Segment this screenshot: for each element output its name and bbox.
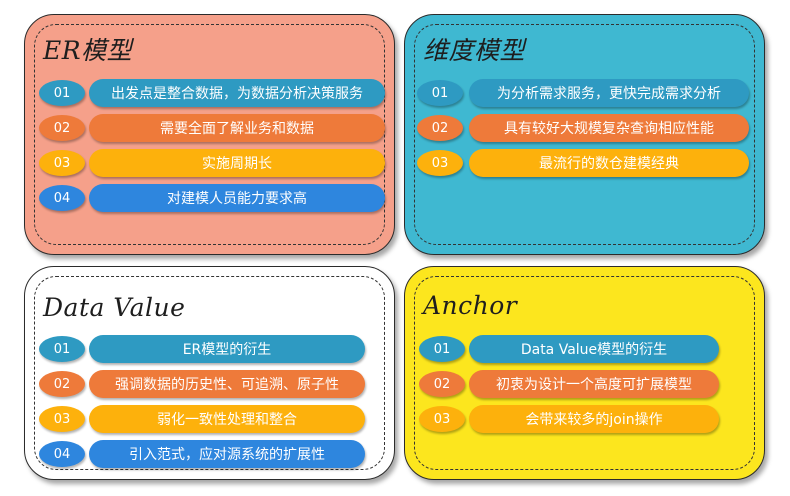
card-anchor: Anchor 01 Data Value模型的衍生 02 初衷为设计一个高度可扩… bbox=[404, 266, 765, 480]
item-label: 对建模人员能力要求高 bbox=[89, 184, 385, 212]
item-number: 02 bbox=[417, 115, 463, 141]
item-number: 03 bbox=[39, 406, 85, 432]
item-label: 为分析需求服务，更快完成需求分析 bbox=[469, 79, 749, 107]
card-title: Data Value bbox=[43, 293, 186, 322]
item-number: 01 bbox=[419, 336, 465, 362]
item-number: 01 bbox=[39, 336, 85, 362]
item-number: 01 bbox=[417, 80, 463, 106]
item-number: 03 bbox=[39, 150, 85, 176]
item-number: 01 bbox=[39, 80, 85, 106]
item-number: 02 bbox=[419, 371, 465, 397]
item-number: 02 bbox=[39, 371, 85, 397]
item-label: 最流行的数仓建模经典 bbox=[469, 149, 749, 177]
card-er-model: ER模型 01 出发点是整合数据，为数据分析决策服务 02 需要全面了解业务和数… bbox=[24, 14, 395, 255]
item-label: 弱化一致性处理和整合 bbox=[89, 405, 365, 433]
item-number: 02 bbox=[39, 115, 85, 141]
item-label: Data Value模型的衍生 bbox=[469, 335, 719, 363]
card-title: ER模型 bbox=[43, 36, 133, 65]
item-label: 会带来较多的join操作 bbox=[469, 405, 719, 433]
card-title: 维度模型 bbox=[423, 36, 526, 65]
item-number: 03 bbox=[417, 150, 463, 176]
card-dimension-model: 维度模型 01 为分析需求服务，更快完成需求分析 02 具有较好大规模复杂查询相… bbox=[404, 14, 765, 255]
item-label: 引入范式，应对源系统的扩展性 bbox=[89, 440, 365, 468]
item-label: 实施周期长 bbox=[89, 149, 385, 177]
item-label: 具有较好大规模复杂查询相应性能 bbox=[469, 114, 749, 142]
item-label: ER模型的衍生 bbox=[89, 335, 365, 363]
item-number: 03 bbox=[419, 406, 465, 432]
item-label: 需要全面了解业务和数据 bbox=[89, 114, 385, 142]
item-label: 出发点是整合数据，为数据分析决策服务 bbox=[89, 79, 385, 107]
item-label: 初衷为设计一个高度可扩展模型 bbox=[469, 370, 719, 398]
item-number: 04 bbox=[39, 185, 85, 211]
item-label: 强调数据的历史性、可追溯、原子性 bbox=[89, 370, 365, 398]
card-title: Anchor bbox=[423, 291, 518, 320]
item-number: 04 bbox=[39, 441, 85, 467]
card-data-value: Data Value 01 ER模型的衍生 02 强调数据的历史性、可追溯、原子… bbox=[24, 266, 395, 480]
